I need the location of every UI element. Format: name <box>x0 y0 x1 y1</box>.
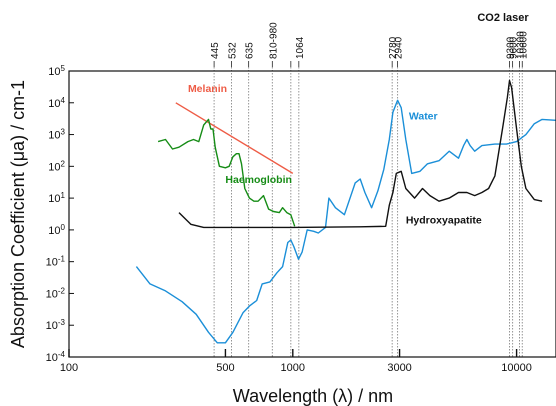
co2-laser-label: CO2 laser <box>477 12 529 24</box>
annotation-melanin: Melanin <box>188 83 227 95</box>
series-annotations: Melanin Water Haemoglobin Hydroxyapatite <box>188 83 482 227</box>
y-tick-label-0: 100 <box>48 223 65 237</box>
y-tick-label--3: 10-3 <box>46 318 66 332</box>
series-haemoglobin <box>157 118 296 227</box>
plot-frame <box>68 70 556 358</box>
laser-wavelength-lines <box>213 61 523 357</box>
x-tick-label-100: 100 <box>60 362 78 374</box>
annotation-hydroxyapatite: Hydroxyapatite <box>406 214 482 226</box>
laser-label-532: 532 <box>227 42 238 59</box>
series-melanin <box>175 102 294 174</box>
laser-label-9600: 9600 <box>509 36 520 59</box>
series-hydroxyapatite <box>178 79 543 229</box>
y-tick-label-2: 102 <box>48 159 65 173</box>
y-tick-label--1: 10-1 <box>46 255 66 269</box>
x-tick-label-10000: 10000 <box>501 362 532 374</box>
x-tick-label-3000: 3000 <box>387 362 411 374</box>
y-tick-label--2: 10-2 <box>46 286 66 300</box>
laser-label-810: 810-980 <box>268 22 279 59</box>
laser-label-635: 635 <box>245 42 256 59</box>
laser-label-2940: 2940 <box>394 36 405 59</box>
series-water <box>135 99 556 344</box>
y-axis-label: Absorption Coefficient (μa) / cm-1 <box>8 80 28 348</box>
laser-label-9300: 9300 <box>506 36 517 59</box>
annotation-water: Water <box>409 110 438 122</box>
x-axis-label: Wavelength (λ) / nm <box>233 386 393 406</box>
x-tick-label-1000: 1000 <box>281 362 305 374</box>
y-tick-label--4: 10-4 <box>46 350 66 364</box>
laser-label-10300: 10300 <box>515 31 526 59</box>
y-tick-label-1: 101 <box>48 191 65 205</box>
x-axis-ticks: 100 500 1000 3000 10000 <box>60 349 532 374</box>
annotation-haemoglobin: Haemoglobin <box>225 174 292 186</box>
series-layer <box>135 79 556 344</box>
laser-label-445: 445 <box>210 42 221 59</box>
y-tick-label-5: 105 <box>48 64 65 78</box>
y-axis-ticks: 10-4 10-3 10-2 10-1 100 101 102 103 104 105 <box>46 64 74 364</box>
laser-label-1064: 1064 <box>295 36 306 59</box>
laser-label-2780: 2780 <box>388 36 399 59</box>
x-tick-label-500: 500 <box>216 362 234 374</box>
laser-label-10600: 10600 <box>518 31 529 59</box>
y-tick-label-3: 103 <box>48 128 65 142</box>
y-tick-label-4: 104 <box>48 96 65 110</box>
